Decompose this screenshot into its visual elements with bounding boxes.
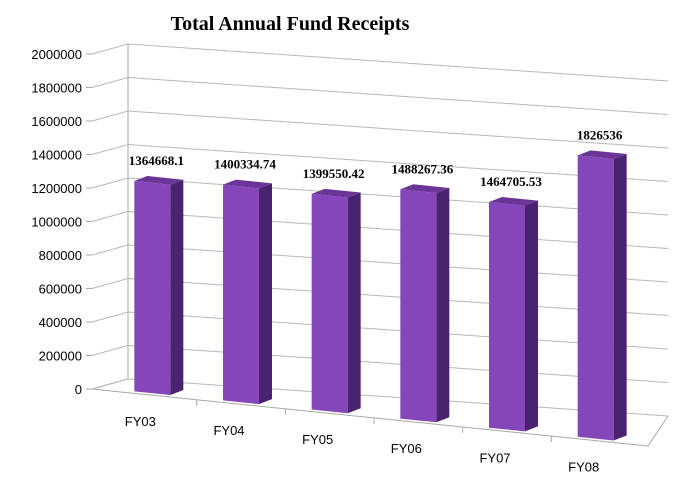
bar-side bbox=[347, 192, 361, 414]
y-tick-label: 1600000 bbox=[31, 114, 82, 129]
bar-top bbox=[489, 196, 538, 206]
x-category-label: FY08 bbox=[568, 459, 599, 474]
x-category-label: FY04 bbox=[213, 423, 244, 438]
bar-value-label: 1488267.36 bbox=[391, 161, 453, 176]
bar-side bbox=[259, 183, 272, 405]
y-axis-ticks: 0 200000 400000 600000 800000 1000000 1200000 1… bbox=[31, 47, 82, 397]
y-tick-label: 1200000 bbox=[31, 181, 82, 196]
bar-value-label: 1399550.42 bbox=[303, 166, 365, 181]
gridline bbox=[91, 311, 669, 350]
x-category-label: FY05 bbox=[302, 432, 333, 447]
y-tick-label: 1800000 bbox=[31, 81, 82, 96]
y-tick-label: 0 bbox=[75, 382, 82, 397]
y-tick-label: 600000 bbox=[39, 282, 82, 297]
gridline bbox=[91, 344, 669, 383]
bar-side bbox=[525, 200, 538, 432]
x-category-label: FY03 bbox=[125, 414, 156, 429]
bar bbox=[134, 181, 171, 396]
bar bbox=[489, 201, 525, 432]
bar-value-label: 1400334.74 bbox=[214, 157, 276, 172]
gridline bbox=[91, 210, 669, 249]
bar-value-label: 1464705.53 bbox=[480, 174, 542, 189]
y-tick-label: 800000 bbox=[39, 248, 82, 263]
x-axis-categories: FY03 FY04 FY05 FY06 FY07 FY08 bbox=[125, 399, 599, 474]
bar-side bbox=[436, 187, 450, 423]
gridline bbox=[91, 76, 669, 115]
bar-value-label: 1826536 bbox=[577, 127, 623, 142]
bar bbox=[577, 155, 614, 441]
bar-side bbox=[613, 154, 627, 441]
y-tick-label: 200000 bbox=[39, 349, 82, 364]
bar bbox=[311, 193, 348, 414]
floor-edge bbox=[91, 388, 669, 447]
y-tick-label: 400000 bbox=[39, 315, 82, 330]
gridline bbox=[91, 378, 669, 417]
y-tick-label: 2000000 bbox=[31, 47, 82, 62]
bar-value-label: 1364668.1 bbox=[129, 153, 184, 168]
gridline bbox=[91, 43, 669, 82]
bar-top bbox=[223, 179, 272, 189]
gridline bbox=[91, 277, 669, 316]
x-category-label: FY07 bbox=[479, 450, 510, 465]
gridline bbox=[91, 244, 669, 283]
chart-title: Total Annual Fund Receipts bbox=[171, 13, 410, 35]
gridline bbox=[91, 143, 669, 182]
bar-top bbox=[134, 176, 184, 185]
y-tick-label: 1400000 bbox=[31, 148, 82, 163]
gridlines bbox=[86, 43, 669, 417]
bar-side bbox=[170, 179, 184, 396]
data-labels: 1364668.1 1400334.74 1399550.42 1488267.36 1… bbox=[129, 127, 623, 189]
bar-top bbox=[311, 188, 361, 198]
bar bbox=[400, 189, 437, 423]
gridline bbox=[91, 177, 669, 216]
bar bbox=[223, 184, 259, 405]
y-tick-label: 1000000 bbox=[31, 215, 82, 230]
bar-top bbox=[577, 150, 627, 160]
gridline bbox=[91, 110, 669, 149]
bar-top bbox=[400, 184, 450, 193]
x-category-label: FY06 bbox=[391, 441, 422, 456]
bars bbox=[134, 150, 627, 441]
